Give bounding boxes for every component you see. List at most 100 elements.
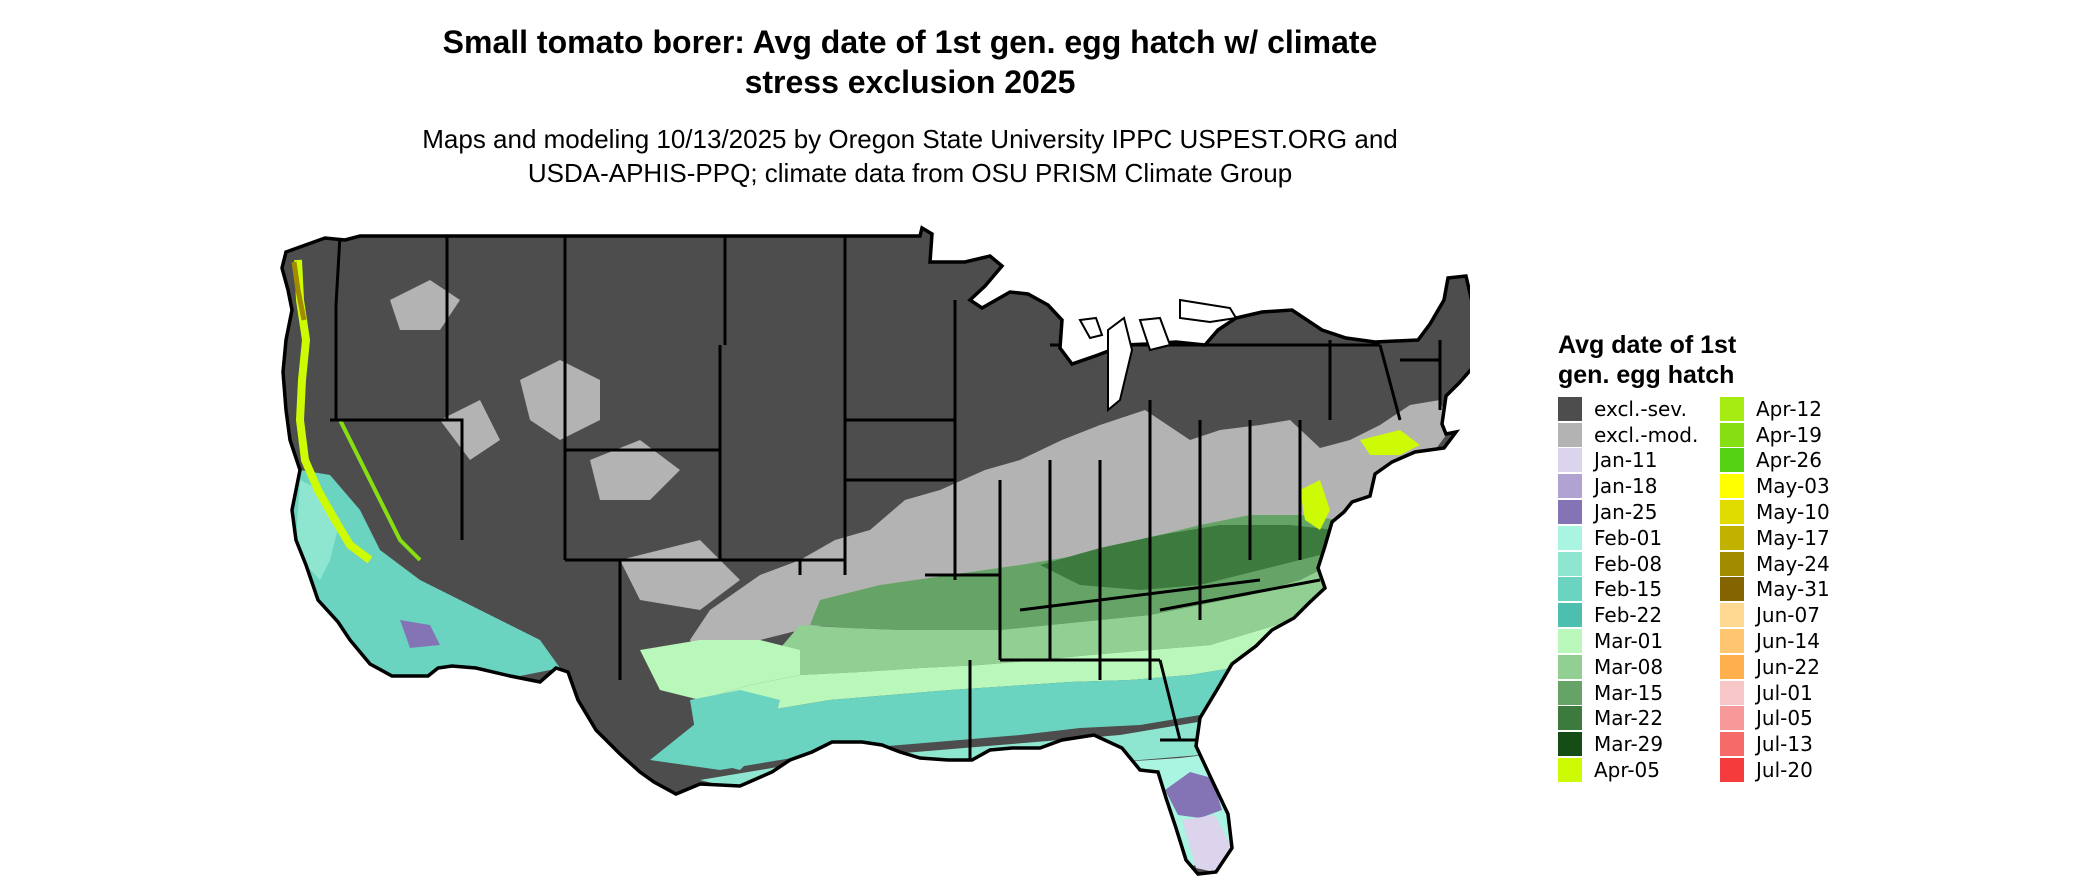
legend-label: Feb-01 — [1594, 525, 1663, 550]
legend-item: May-24 — [1720, 551, 1830, 577]
legend-label: Apr-12 — [1756, 396, 1822, 421]
legend-item: Jan-18 — [1558, 473, 1698, 499]
map-subtitle-line-2: USDA-APHIS-PPQ; climate data from OSU PR… — [527, 158, 1293, 188]
legend-title-line-2: gen. egg hatch — [1558, 361, 1735, 389]
west-coast-may-24-strip — [291, 261, 307, 321]
legend-item: Feb-15 — [1558, 577, 1698, 603]
legend-swatch — [1720, 758, 1744, 783]
legend-item: Jan-25 — [1558, 499, 1698, 525]
legend-swatch — [1720, 474, 1744, 499]
legend-swatch — [1558, 758, 1582, 783]
legend-title: Avg date of 1st gen. egg hatch — [1558, 330, 1798, 390]
mar-22-band — [1040, 525, 1335, 590]
legend-item: Mar-01 — [1558, 628, 1698, 654]
legend-swatch — [1558, 629, 1582, 654]
west-coast-feb-15-region — [292, 470, 560, 676]
excluded-moderate-west — [390, 280, 740, 610]
legend-swatch — [1720, 500, 1744, 525]
legend-item: Jul-20 — [1720, 757, 1830, 783]
legend-label: Mar-01 — [1594, 629, 1664, 654]
sierra-apr-19-strip — [338, 419, 422, 562]
legend-item: Mar-22 — [1558, 706, 1698, 732]
legend-item: Mar-29 — [1558, 731, 1698, 757]
legend-swatch — [1558, 448, 1582, 473]
legend-label: Jul-01 — [1756, 680, 1813, 705]
jan-25-band — [820, 772, 1222, 850]
legend-item: Jun-22 — [1720, 654, 1830, 680]
legend-swatch — [1558, 680, 1582, 705]
west-coast-jan-25-region — [400, 620, 440, 648]
legend-label: Jun-07 — [1756, 603, 1820, 628]
legend-swatch — [1558, 603, 1582, 628]
legend-item: Mar-08 — [1558, 654, 1698, 680]
legend-label: Feb-08 — [1594, 551, 1663, 576]
state-boundaries — [330, 235, 1442, 760]
legend-swatch — [1558, 474, 1582, 499]
legend-label: Mar-15 — [1594, 680, 1664, 705]
legend-swatch — [1720, 732, 1744, 757]
legend-swatch — [1558, 422, 1582, 447]
legend-label: May-10 — [1756, 500, 1830, 525]
legend-item: Apr-19 — [1720, 422, 1830, 448]
legend-item: Jul-05 — [1720, 706, 1830, 732]
legend-swatch — [1558, 525, 1582, 550]
legend-label: Feb-15 — [1594, 577, 1663, 602]
map-subtitle-line-1: Maps and modeling 10/13/2025 by Oregon S… — [422, 124, 1398, 154]
legend-item: Feb-08 — [1558, 551, 1698, 577]
legend-item: Jul-01 — [1720, 680, 1830, 706]
legend-label: Apr-26 — [1756, 448, 1822, 473]
legend-swatch — [1720, 577, 1744, 602]
texas-mar-01-region — [640, 640, 800, 700]
legend-label: Jul-13 — [1756, 732, 1813, 757]
legend-item: excl.-sev. — [1558, 396, 1698, 422]
legend-swatch — [1558, 577, 1582, 602]
legend-item: May-17 — [1720, 525, 1830, 551]
legend-label: May-03 — [1756, 474, 1830, 499]
mid-atlantic-apr-05-strip — [1300, 430, 1420, 530]
legend-label: excl.-mod. — [1594, 422, 1699, 447]
legend-item: Jun-14 — [1720, 628, 1830, 654]
map-title: Small tomato borer: Avg date of 1st gen.… — [360, 22, 1460, 102]
legend-label: Jan-18 — [1594, 474, 1658, 499]
legend-label: Jun-14 — [1756, 629, 1820, 654]
legend-label: excl.-sev. — [1594, 396, 1687, 421]
legend-label: Apr-05 — [1594, 758, 1660, 783]
legend-label: Feb-22 — [1594, 603, 1663, 628]
map-title-line-1: Small tomato borer: Avg date of 1st gen.… — [442, 24, 1378, 60]
legend-label: Jan-11 — [1594, 448, 1658, 473]
legend-column-left: excl.-sev. excl.-mod. Jan-11 Jan-18 Jan-25 Fe… — [1558, 396, 1698, 783]
texas-feb-15-region — [690, 690, 780, 770]
legend-item: Mar-15 — [1558, 680, 1698, 706]
feb-15-band — [650, 650, 1320, 770]
legend-item: May-03 — [1720, 473, 1830, 499]
legend-item: Feb-22 — [1558, 602, 1698, 628]
legend-swatch — [1558, 732, 1582, 757]
legend-item: Feb-01 — [1558, 525, 1698, 551]
legend-label: Mar-29 — [1594, 732, 1664, 757]
legend-swatch — [1720, 396, 1744, 421]
legend-swatch — [1720, 654, 1744, 679]
legend-item: May-10 — [1720, 499, 1830, 525]
legend-swatch — [1720, 629, 1744, 654]
legend-item: Apr-12 — [1720, 396, 1830, 422]
legend-label: May-31 — [1756, 577, 1830, 602]
map-subtitle: Maps and modeling 10/13/2025 by Oregon S… — [360, 122, 1460, 190]
legend-item: Jun-07 — [1720, 602, 1830, 628]
legend-swatch — [1720, 551, 1744, 576]
legend-label: May-17 — [1756, 525, 1830, 550]
legend-swatch — [1720, 706, 1744, 731]
legend-swatch — [1558, 551, 1582, 576]
legend-label: Jul-05 — [1756, 706, 1813, 731]
legend-swatch — [1720, 422, 1744, 447]
legend-swatch — [1720, 680, 1744, 705]
legend-label: Jul-20 — [1756, 758, 1813, 783]
legend-column-right: Apr-12 Apr-19 Apr-26 May-03 May-10 May-17 May-… — [1720, 396, 1830, 783]
legend-swatch — [1720, 603, 1744, 628]
legend-swatch — [1720, 525, 1744, 550]
legend-label: Apr-19 — [1756, 422, 1822, 447]
legend-swatch — [1558, 396, 1582, 421]
mar-01-band — [700, 615, 1330, 720]
legend-item: excl.-mod. — [1558, 422, 1698, 448]
legend-title-line-1: Avg date of 1st — [1558, 331, 1737, 359]
legend-swatch — [1720, 448, 1744, 473]
